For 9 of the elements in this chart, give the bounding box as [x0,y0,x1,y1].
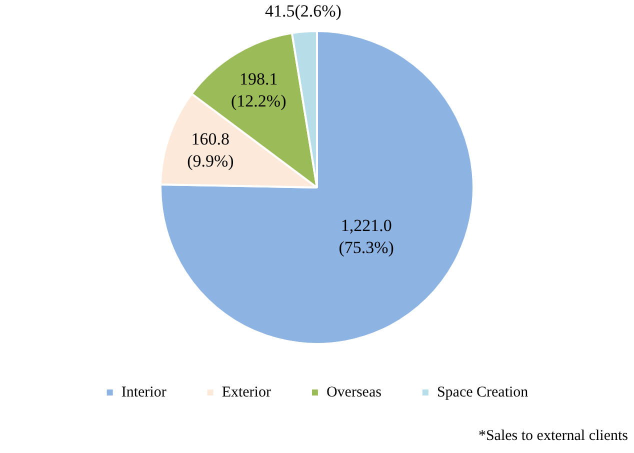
data-label: 1,221.0 (75.3%) [338,216,394,258]
legend-label: Interior [121,384,166,400]
text: *Sales to external clients [478,428,628,445]
data-label: 160.8 (9.9%) [187,129,234,170]
legend-label: Exterior [222,384,271,400]
data-label: 198.1 (12.2%) [231,70,286,111]
data-label: 41.5(2.6%) [264,1,342,20]
legend-label: Space Creation [436,384,529,400]
legend-label: Overseas [326,384,382,400]
